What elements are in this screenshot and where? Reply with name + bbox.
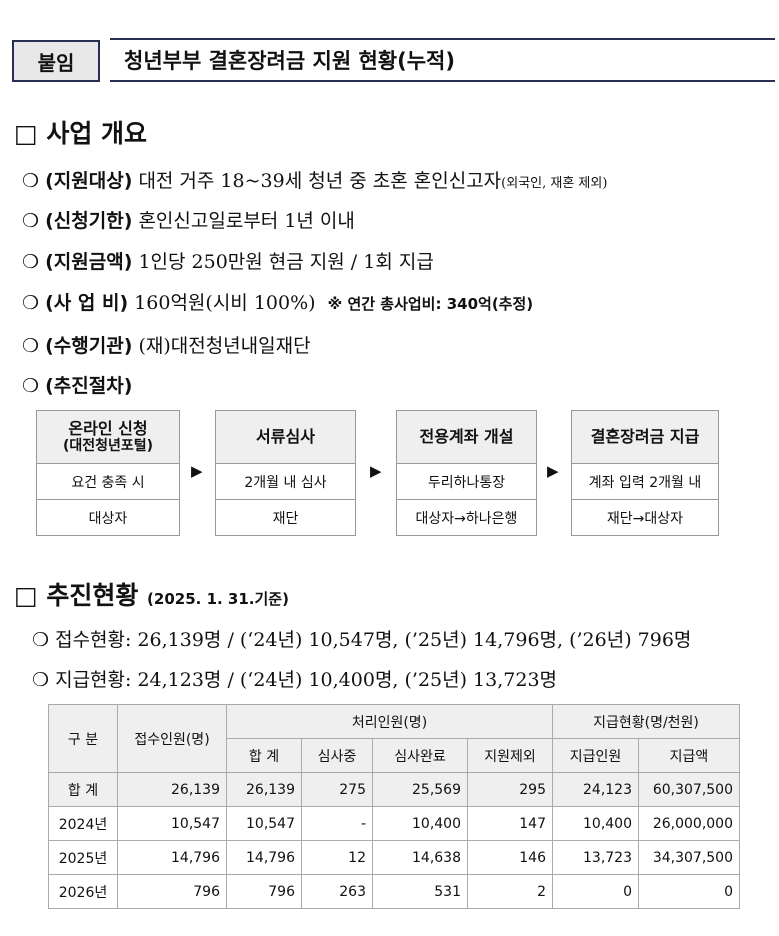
- table-cell: 275: [301, 772, 373, 807]
- table-cell: 2024년: [48, 806, 118, 841]
- overview-item: ❍ (지원대상) 대전 거주 18~39세 청년 중 초혼 혼인신고자(외국인,…: [22, 170, 608, 192]
- section-status-heading: □ 추진현황 (2025. 1. 31.기준): [14, 581, 289, 610]
- table-cell: 146: [467, 840, 553, 875]
- table-cell: 합 계: [48, 772, 118, 807]
- bullet-icon: ❍: [22, 210, 40, 232]
- bullet-icon: ❍: [22, 251, 40, 273]
- table-cell: 34,307,500: [638, 840, 740, 875]
- arrow-right-icon: ▶: [370, 462, 382, 480]
- table-cell: 25,569: [372, 772, 468, 807]
- table-cell: 26,139: [226, 772, 302, 807]
- table-cell: 10,400: [552, 806, 639, 841]
- bullet-icon: ❍: [32, 669, 50, 691]
- table-cell: 14,796: [117, 840, 227, 875]
- table-cell: 10,400: [372, 806, 468, 841]
- overview-item: ❍ (추진절차): [22, 375, 133, 397]
- process-step: 전용계좌 개설 두리하나통장 대상자→하나은행: [396, 410, 537, 536]
- status-table: 구 분 접수인원(명) 처리인원(명) 지급현황(명/천원) 합 계 심사중 심…: [48, 704, 740, 909]
- bullet-icon: ❍: [22, 335, 40, 357]
- table-cell: 10,547: [226, 806, 302, 841]
- overview-item: ❍ (신청기한) 혼인신고일로부터 1년 이내: [22, 210, 355, 232]
- bullet-icon: ❍: [22, 170, 40, 192]
- table-cell: 26,000,000: [638, 806, 740, 841]
- overview-item: ❍ (수행기관) (재)대전청년내일재단: [22, 335, 311, 357]
- table-cell: 12: [301, 840, 373, 875]
- table-row: 2026년 796 796 263 531 2 0 0: [48, 874, 740, 909]
- bullet-icon: ❍: [32, 629, 50, 651]
- arrow-right-icon: ▶: [191, 462, 203, 480]
- table-cell: 2: [467, 874, 553, 909]
- table-cell: 2026년: [48, 874, 118, 909]
- arrow-right-icon: ▶: [547, 462, 559, 480]
- attachment-tag: 붙임: [12, 40, 100, 82]
- table-cell: 147: [467, 806, 553, 841]
- table-cell: 26,139: [117, 772, 227, 807]
- table-cell: 295: [467, 772, 553, 807]
- table-cell: 24,123: [552, 772, 639, 807]
- bullet-icon: ❍: [22, 375, 40, 397]
- process-step: 서류심사 2개월 내 심사 재단: [215, 410, 356, 536]
- table-cell: 14,638: [372, 840, 468, 875]
- table-cell: 796: [117, 874, 227, 909]
- overview-item: ❍ (지원금액) 1인당 250만원 현금 지원 / 1회 지급: [22, 251, 434, 273]
- process-step: 온라인 신청 (대전청년포털) 요건 충족 시 대상자: [36, 410, 180, 536]
- table-cell: 263: [301, 874, 373, 909]
- process-step: 결혼장려금 지급 계좌 입력 2개월 내 재단→대상자: [571, 410, 719, 536]
- table-cell: 13,723: [552, 840, 639, 875]
- table-cell: 14,796: [226, 840, 302, 875]
- table-cell: 10,547: [117, 806, 227, 841]
- overview-item: ❍ (사 업 비) 160억원(시비 100%) ※ 연간 총사업비: 340억…: [22, 292, 534, 314]
- table-row: 2025년 14,796 14,796 12 14,638 146 13,723 34,307…: [48, 840, 740, 875]
- table-cell: 0: [552, 874, 639, 909]
- table-cell: 531: [372, 874, 468, 909]
- table-cell: -: [301, 806, 373, 841]
- table-cell: 0: [638, 874, 740, 909]
- table-cell: 60,307,500: [638, 772, 740, 807]
- page-title: 청년부부 결혼장려금 지원 현황(누적): [110, 38, 775, 82]
- status-item: ❍ 접수현황: 26,139명 / (‘24년) 10,547명, (’25년)…: [32, 629, 692, 651]
- table-row: 합 계 26,139 26,139 275 25,569 295 24,123 60,307,…: [48, 772, 740, 807]
- table-row: 2024년 10,547 10,547-10,400 147 10,400 26,000,…: [48, 806, 740, 841]
- table-cell: 2025년: [48, 840, 118, 875]
- section-overview-heading: □ 사업 개요: [14, 119, 148, 148]
- table-cell: 796: [226, 874, 302, 909]
- status-item: ❍ 지급현황: 24,123명 / (‘24년) 10,400명, (’25년)…: [32, 669, 558, 691]
- bullet-icon: ❍: [22, 292, 40, 314]
